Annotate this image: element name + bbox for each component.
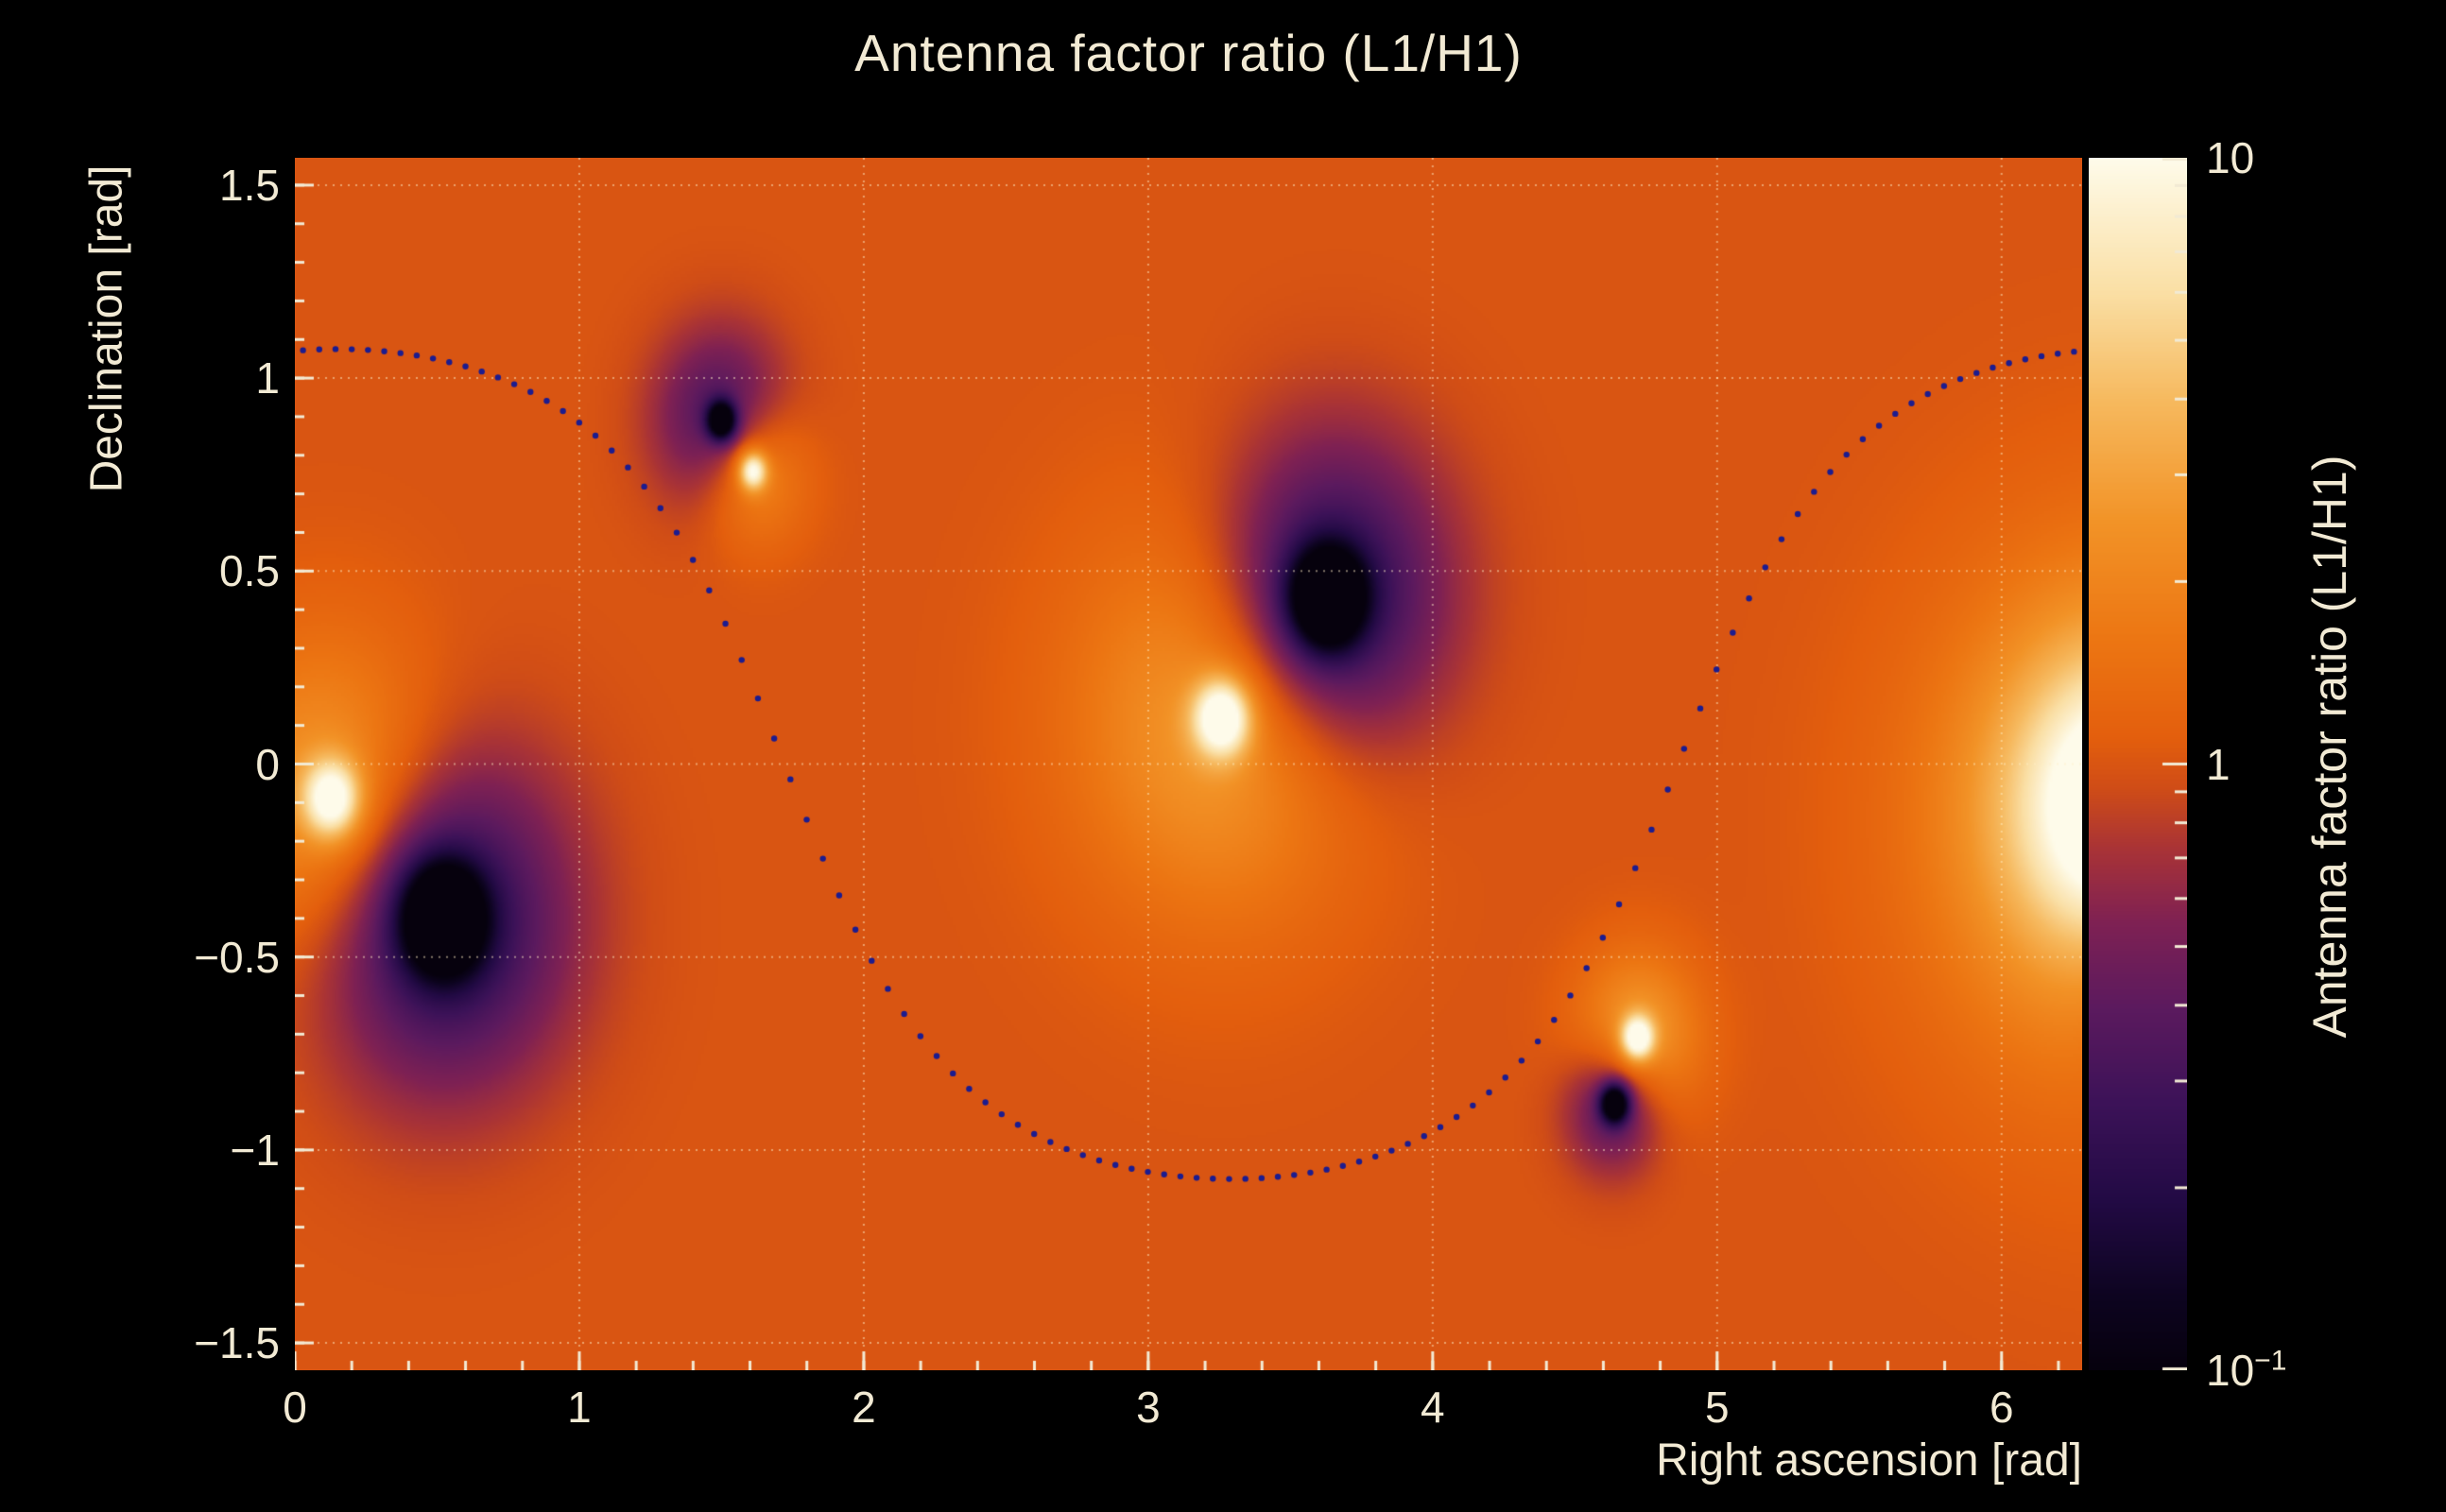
x-axis-title: Right ascension [rad] [1656,1435,2082,1486]
x-tick-label: 4 [1421,1383,1445,1432]
x-tick-label: 6 [1989,1383,2014,1432]
x-tick-label: 2 [852,1383,876,1432]
colorbar-tick-label: 10 [2206,133,2255,182]
y-tick-label: 0 [255,739,280,789]
colorbar-canvas [2089,158,2187,1370]
x-tick-label: 3 [1136,1383,1161,1432]
y-tick-label: 0.5 [219,546,280,596]
colorbar-tick-label: 1 [2206,739,2231,789]
y-tick-label: −0.5 [194,932,280,982]
y-tick-label: 1 [255,353,280,404]
plot-area [295,158,2082,1370]
y-tick-label: −1 [230,1125,280,1175]
y-tick-label: −1.5 [194,1318,280,1368]
x-tick-label: 5 [1705,1383,1730,1432]
chart-title: Antenna factor ratio (L1/H1) [854,24,1523,82]
y-tick-labels: −1.5 −1 −0.5 0 0.5 1 1.5 [0,158,280,1370]
colorbar-tick-labels: 10 1 10−1 [2202,133,2429,1395]
y-axis-title: Declination [rad] [81,164,132,493]
y-tick-label: 1.5 [219,160,280,210]
colorbar-title: Antenna factor ratio (L1/H1) [2303,455,2356,1039]
colorbar-tick-label: 10−1 [2206,1345,2287,1395]
x-tick-labels: 0 1 2 3 4 5 6 [283,1380,2082,1435]
colorbar [2089,158,2187,1370]
overlay-canvas [295,158,2082,1370]
x-tick-label: 1 [567,1383,592,1432]
x-tick-label: 0 [283,1383,307,1432]
